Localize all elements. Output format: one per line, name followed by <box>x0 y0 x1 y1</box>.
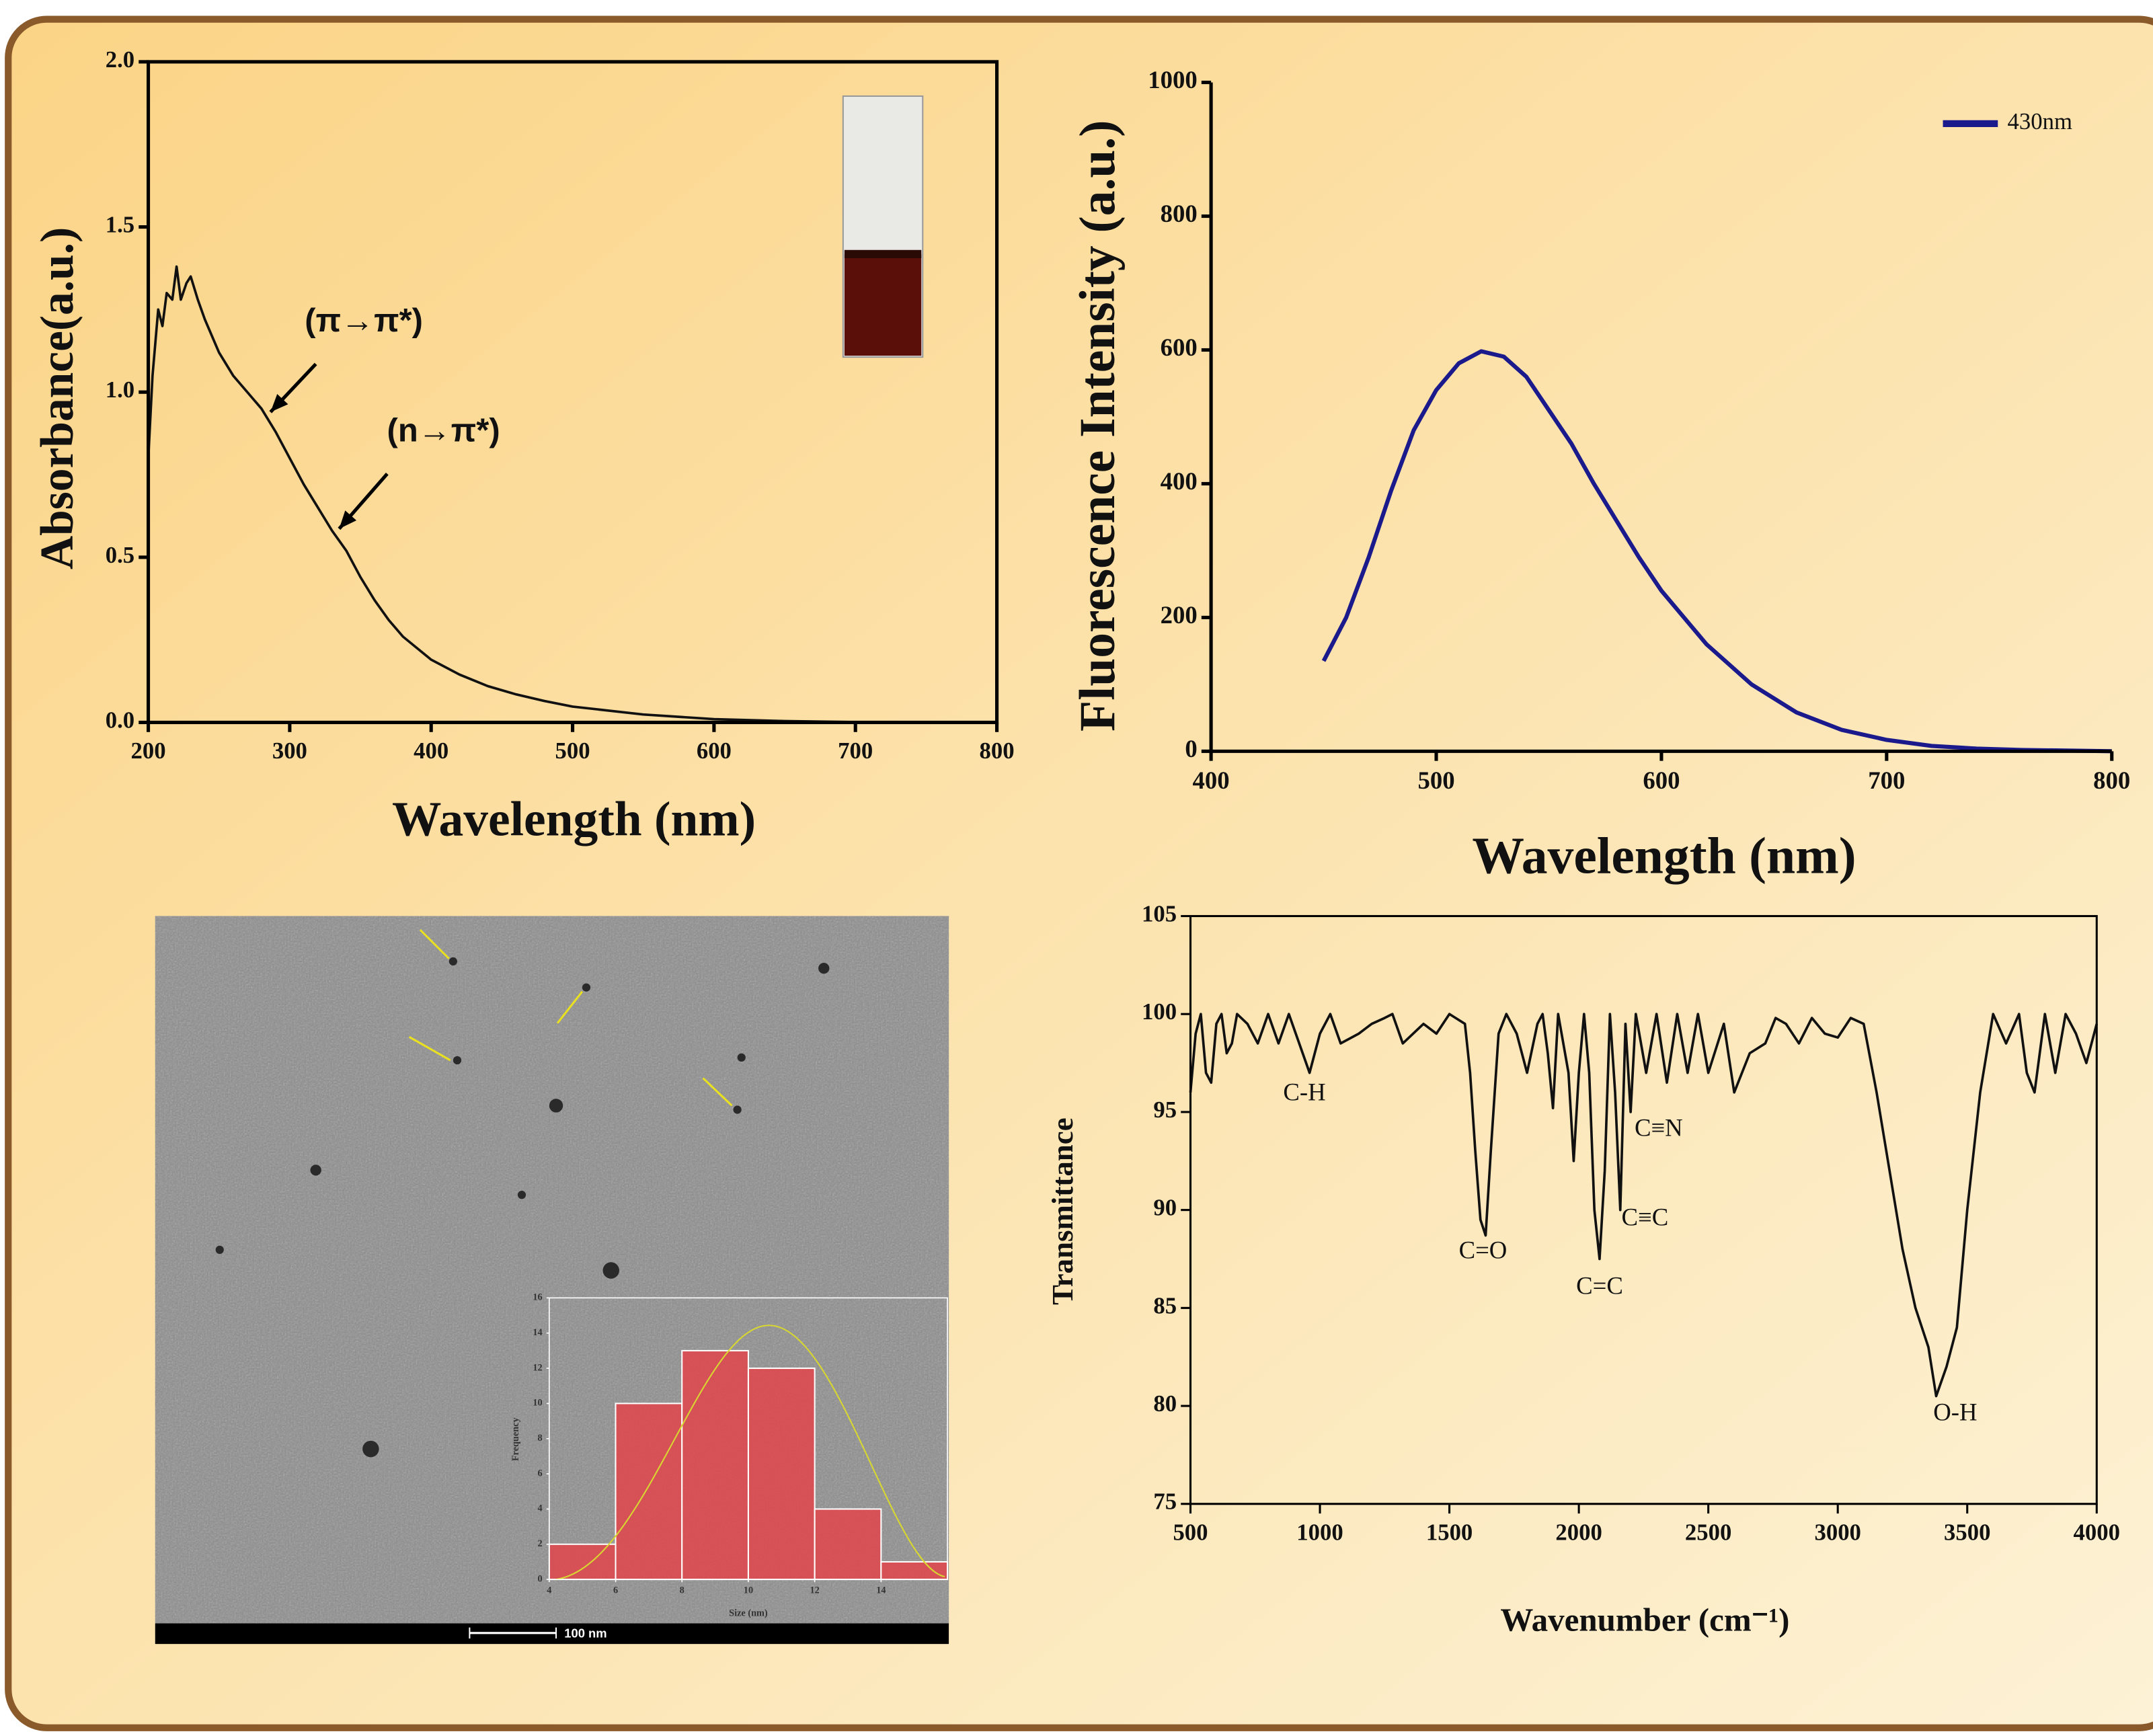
y-tick-label: 0 <box>537 1573 542 1584</box>
bar <box>814 1508 882 1581</box>
x-tick-label: 3000 <box>1814 1519 1861 1545</box>
x-axis-title: Wavelength (nm) <box>392 791 756 846</box>
y-tick-label: 14 <box>533 1327 542 1338</box>
y-axis-title: Absorbance(a.u.) <box>32 227 83 569</box>
data-line <box>1321 349 2112 754</box>
scale-bar-label: 100 nm <box>564 1626 606 1641</box>
x-axis-title: Wavelength (nm) <box>1472 827 1856 885</box>
tem-image: 100 nm <box>155 916 949 1645</box>
y-tick-label: 600 <box>1161 333 1198 361</box>
x-tick-label: 2000 <box>1555 1519 1602 1545</box>
arrow-head <box>270 394 288 412</box>
x-tick-label: 600 <box>697 738 732 764</box>
y-tick-label: 400 <box>1161 467 1198 495</box>
annotation: C-H <box>1283 1078 1325 1105</box>
x-tick-label: 200 <box>131 738 166 764</box>
data-line <box>1189 1013 2099 1398</box>
bar <box>548 1543 617 1581</box>
y-tick-label: 6 <box>537 1468 542 1478</box>
x-tick-label: 700 <box>1868 766 1905 794</box>
x-tick-label: 14 <box>876 1585 886 1595</box>
bar <box>747 1368 816 1581</box>
data-line <box>147 265 997 724</box>
x-tick-label: 800 <box>2093 766 2130 794</box>
y-tick-label: 90 <box>1153 1195 1177 1221</box>
y-axis-title: Frequency <box>510 1417 521 1461</box>
y-tick-label: 0.5 <box>106 542 134 568</box>
x-tick-label: 1500 <box>1426 1519 1473 1545</box>
annotation: C=O <box>1459 1236 1508 1263</box>
y-tick-label: 16 <box>533 1292 542 1303</box>
y-tick-label: 2 <box>537 1538 542 1549</box>
y-tick-label: 8 <box>537 1433 542 1444</box>
x-tick-label: 1000 <box>1296 1519 1343 1545</box>
x-tick-label: 4 <box>547 1585 551 1595</box>
fit-curve <box>555 1325 945 1581</box>
y-tick-label: 1000 <box>1148 66 1197 93</box>
y-tick-label: 2.0 <box>106 46 134 73</box>
x-tick-label: 3500 <box>1944 1519 1990 1545</box>
y-tick-label: 80 <box>1153 1390 1177 1417</box>
x-tick-label: 400 <box>1193 766 1230 794</box>
annotation: C=C <box>1576 1272 1623 1300</box>
y-tick-label: 200 <box>1161 601 1198 629</box>
x-axis-title: Size (nm) <box>729 1608 768 1618</box>
x-axis-title: Wavenumber (cm⁻¹) <box>1500 1602 1789 1639</box>
x-tick-label: 600 <box>1643 766 1680 794</box>
annotation: O-H <box>1933 1398 1977 1425</box>
x-tick-label: 300 <box>272 738 307 764</box>
y-tick-label: 75 <box>1153 1489 1177 1515</box>
annotation: (π→π*) <box>305 303 423 339</box>
x-tick-label: 12 <box>810 1585 820 1595</box>
y-tick-label: 4 <box>537 1503 542 1514</box>
y-tick-label: 85 <box>1153 1292 1177 1318</box>
arrow-head <box>339 510 357 529</box>
x-tick-label: 4000 <box>2074 1519 2120 1545</box>
y-axis-title: Transmittance <box>1046 1117 1079 1305</box>
y-tick-label: 105 <box>1142 900 1177 926</box>
x-tick-label: 6 <box>613 1585 618 1595</box>
x-tick-label: 10 <box>744 1585 753 1595</box>
bar <box>880 1561 949 1581</box>
y-tick-label: 0 <box>1185 735 1197 762</box>
bar <box>615 1403 683 1581</box>
y-axis-title: Fluorescence Intensity (a.u.) <box>1070 120 1126 732</box>
y-tick-label: 1.0 <box>106 377 134 403</box>
y-tick-label: 800 <box>1161 200 1198 227</box>
y-tick-label: 95 <box>1153 1097 1177 1123</box>
annotation: C≡C <box>1622 1203 1669 1230</box>
y-tick-label: 0.0 <box>106 707 134 733</box>
vial <box>842 95 924 358</box>
annotation: C≡N <box>1635 1114 1683 1142</box>
y-tick-label: 10 <box>533 1398 542 1409</box>
y-tick-label: 1.5 <box>106 212 134 238</box>
x-tick-label: 8 <box>680 1585 684 1595</box>
y-tick-label: 12 <box>533 1362 542 1373</box>
x-tick-label: 700 <box>838 738 873 764</box>
x-tick-label: 500 <box>555 738 590 764</box>
x-tick-label: 800 <box>980 738 1015 764</box>
x-tick-label: 2500 <box>1685 1519 1731 1545</box>
legend-label: 430nm <box>2008 108 2072 134</box>
y-tick-label: 100 <box>1142 998 1177 1025</box>
x-tick-label: 400 <box>414 738 448 764</box>
x-tick-label: 500 <box>1417 766 1454 794</box>
bar <box>681 1349 749 1581</box>
x-tick-label: 500 <box>1173 1519 1208 1545</box>
annotation: (n→π*) <box>387 412 500 448</box>
